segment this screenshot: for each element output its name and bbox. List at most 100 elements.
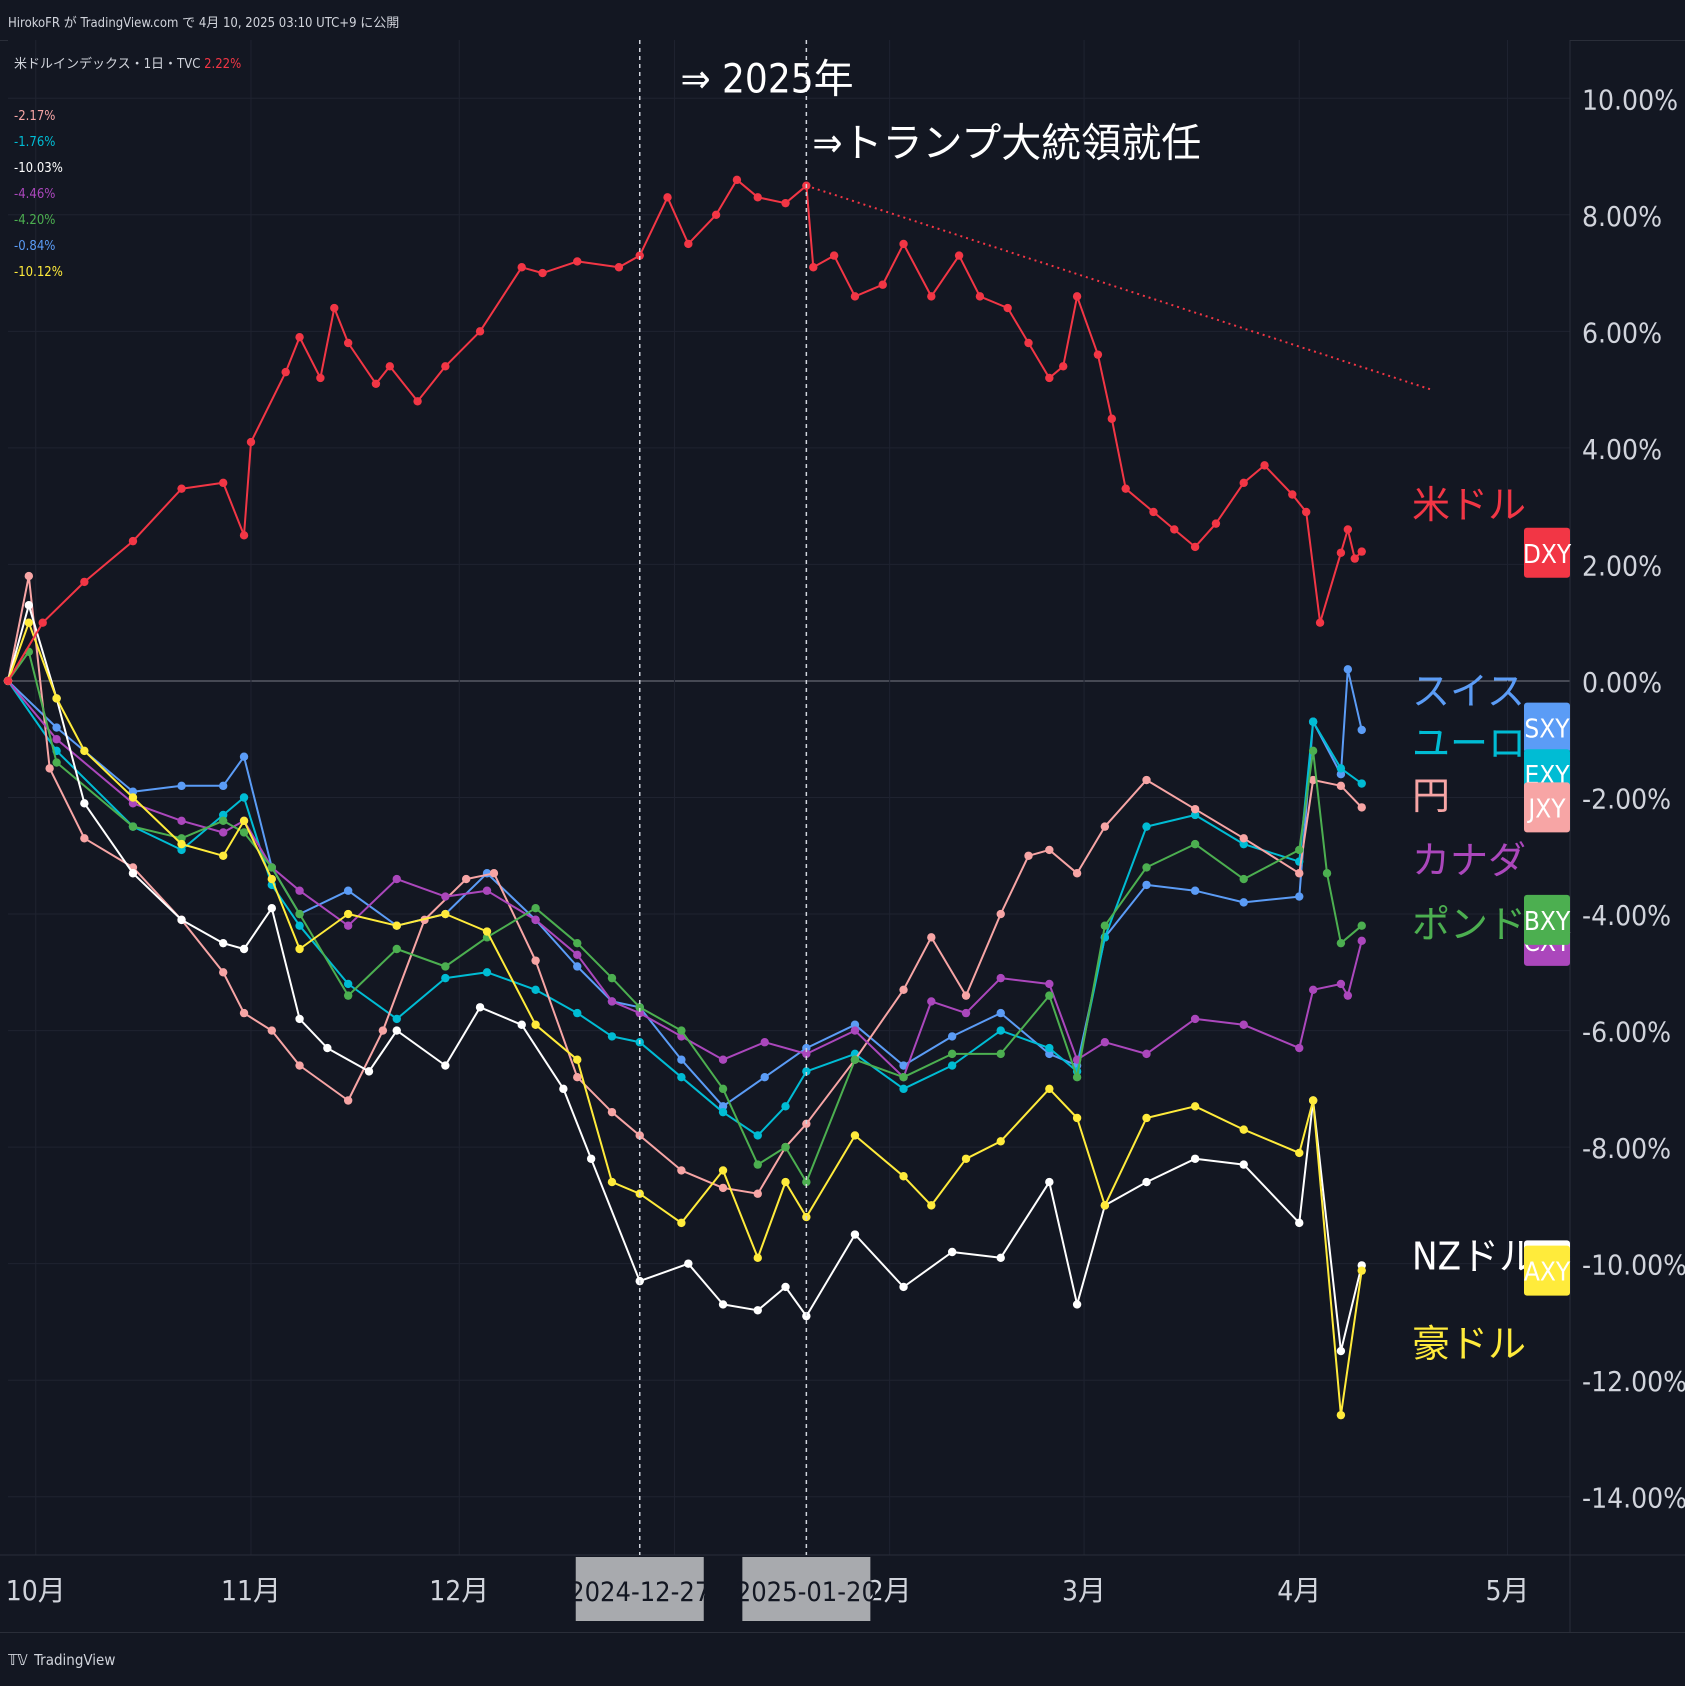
marker-badge-bg: [742, 1557, 871, 1621]
y-tick-label: -4.00%: [1582, 899, 1671, 932]
data-point-exy: [1045, 1043, 1054, 1053]
data-point-jxy: [573, 1072, 582, 1082]
data-point-dxy: [3, 676, 13, 686]
data-point-sxy: [1336, 769, 1346, 779]
data-point-dxy: [1260, 461, 1269, 470]
trendline[interactable]: [806, 184, 1432, 391]
series-line-jxy[interactable]: [7, 575, 1363, 1195]
data-point-axy: [531, 1020, 540, 1029]
data-point-sxy: [1142, 880, 1151, 890]
data-point-jxy: [1142, 775, 1151, 785]
data-point-jxy: [378, 1026, 388, 1035]
series-name: ユーロ: [1412, 722, 1526, 766]
data-point-cxy: [1357, 936, 1366, 946]
data-point-zxy: [1239, 1160, 1248, 1169]
data-point-exy: [899, 1084, 908, 1094]
data-point-bxy: [1142, 863, 1151, 872]
price-axis[interactable]: 10.00% 8.00% 6.00% 4.00% 2.00% 0.00% -2.00% -4.…: [1523, 83, 1685, 1514]
data-point-jxy: [1190, 804, 1200, 814]
data-point-exy: [392, 1014, 401, 1024]
data-point-sxy: [718, 1102, 728, 1111]
data-point-dxy: [80, 577, 89, 587]
data-point-axy: [573, 1055, 582, 1064]
data-point-jxy: [1024, 851, 1033, 860]
data-point-bxy: [573, 938, 582, 948]
data-point-axy: [1045, 1084, 1054, 1094]
data-point-cxy: [177, 816, 186, 826]
data-point-axy: [1357, 1266, 1366, 1275]
data-point-sxy: [177, 781, 186, 791]
data-point-axy: [219, 851, 228, 860]
data-point-jxy: [24, 571, 34, 581]
marker-date-label: 2025-01-20: [736, 1577, 877, 1608]
data-point-axy: [295, 944, 304, 954]
data-point-zxy: [24, 601, 34, 610]
data-point-jxy: [295, 1061, 304, 1070]
price-tag-bg: [1524, 894, 1570, 945]
data-point-cxy: [850, 1026, 860, 1035]
data-point-dxy: [711, 210, 721, 220]
data-point-axy: [128, 793, 138, 802]
legend-value-sxy: -0.84%: [14, 239, 55, 254]
data-point-cxy: [802, 1049, 811, 1059]
y-tick-label: 10.00%: [1582, 83, 1678, 116]
data-point-axy: [239, 816, 249, 826]
data-point-jxy: [239, 1008, 249, 1018]
series-line-cxy[interactable]: [7, 680, 1363, 1079]
data-point-dxy: [1170, 525, 1179, 534]
legend-value-zxy: -10.03%: [14, 161, 63, 176]
series-layer: [3, 175, 1366, 1420]
data-point-axy: [1072, 1113, 1082, 1123]
data-point-sxy: [899, 1061, 908, 1070]
price-tag-jxy[interactable]: JXY: [1524, 782, 1570, 833]
data-point-cxy: [1295, 1043, 1304, 1053]
data-point-jxy: [927, 933, 936, 942]
x-tick-label: 11月: [221, 1574, 281, 1607]
data-point-bxy: [239, 828, 249, 837]
data-point-bxy: [1357, 921, 1366, 930]
data-point-exy: [947, 1061, 957, 1070]
data-point-jxy: [45, 764, 54, 773]
legend-symbol[interactable]: 米ドルインデックス・1日・TVC 2.22%: [14, 56, 241, 72]
time-axis[interactable]: 10月11月12月20252月3月4月5月2024-12-272025-01-2…: [6, 1557, 1530, 1621]
data-point-sxy: [52, 723, 61, 732]
data-point-dxy: [850, 292, 860, 301]
y-tick-label: -6.00%: [1582, 1016, 1671, 1049]
price-tag-code: BXY: [1524, 907, 1571, 937]
price-tag-bxy[interactable]: BXY: [1524, 894, 1571, 945]
data-point-dxy: [829, 251, 839, 260]
series-label-exy: ユーロ: [1412, 722, 1526, 766]
tradingview-logo[interactable]: 𝕋𝕍 TradingView: [8, 1651, 115, 1669]
data-point-cxy: [295, 886, 304, 895]
data-point-bxy: [1336, 938, 1346, 948]
data-point-cxy: [760, 1038, 769, 1047]
data-point-sxy: [128, 787, 138, 796]
data-point-bxy: [1295, 845, 1304, 855]
series-label-jxy: 円: [1412, 774, 1450, 818]
legend: 米ドルインデックス・1日・TVC 2.22% -2.17% -1.76% -10.03…: [14, 56, 241, 280]
price-tag-code: DXY: [1523, 540, 1572, 570]
data-point-dxy: [538, 268, 547, 278]
data-point-jxy: [1357, 803, 1366, 812]
data-point-jxy: [996, 909, 1005, 919]
data-point-sxy: [1295, 892, 1304, 901]
data-point-exy: [441, 973, 450, 983]
data-point-dxy: [1211, 519, 1221, 528]
series-name: NZドル: [1412, 1234, 1537, 1278]
price-tag-sxy[interactable]: SXY: [1524, 702, 1570, 753]
data-point-jxy: [489, 869, 499, 878]
data-point-bxy: [343, 991, 353, 1000]
data-point-dxy: [954, 251, 964, 260]
price-tag-dxy[interactable]: DXY: [1523, 527, 1572, 578]
data-point-cxy: [1308, 985, 1318, 994]
data-point-zxy: [899, 1282, 908, 1292]
data-point-dxy: [573, 257, 582, 266]
series-line-axy[interactable]: [7, 621, 1363, 1417]
price-tag-axy[interactable]: AXY: [1524, 1245, 1571, 1296]
data-point-dxy: [1301, 507, 1311, 517]
x-tick-label: 4月: [1277, 1574, 1321, 1607]
data-point-zxy: [781, 1282, 790, 1292]
data-point-cxy: [927, 997, 936, 1006]
y-tick-label: -10.00%: [1582, 1249, 1685, 1282]
